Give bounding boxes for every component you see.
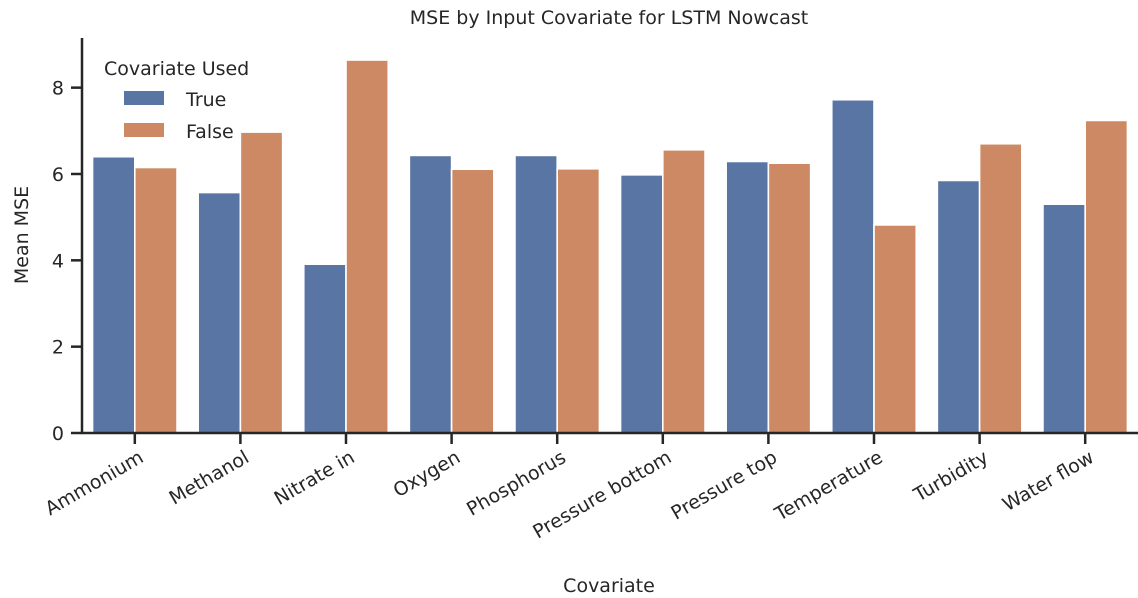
y-tick-label: 4 — [52, 250, 64, 272]
bar-false-water-flow — [1084, 119, 1129, 434]
x-tick-label: Oxygen — [390, 446, 464, 502]
bar-true-phosphorus — [514, 154, 559, 434]
bar-true-temperature — [830, 98, 875, 434]
x-tick-label: Water flow — [999, 446, 1098, 516]
bar-true-water-flow — [1042, 203, 1086, 434]
legend-swatch-true — [124, 91, 164, 105]
x-tick-label: Methanol — [166, 446, 253, 509]
bar-true-methanol — [197, 191, 242, 434]
bar-false-pressure-top — [767, 162, 812, 434]
y-tick-label: 6 — [52, 164, 64, 186]
bar-false-oxygen — [450, 168, 495, 434]
bar-false-ammonium — [134, 166, 178, 434]
y-axis: 0 2 4 6 8 — [52, 38, 84, 445]
bar-true-nitrate-in — [302, 263, 347, 434]
x-tick-label: Turbidity — [909, 446, 992, 507]
legend-swatch-false — [124, 123, 164, 137]
bar-false-phosphorus — [556, 168, 601, 434]
bar-false-temperature — [873, 224, 918, 434]
bar-true-ammonium — [91, 155, 136, 434]
bars-group — [91, 59, 1129, 434]
bar-true-pressure-top — [725, 160, 770, 434]
legend-label-false: False — [186, 121, 234, 143]
x-tick-label: Pressure top — [667, 446, 780, 524]
chart-title: MSE by Input Covariate for LSTM Nowcast — [410, 7, 808, 29]
y-axis-label: Mean MSE — [11, 186, 33, 284]
bar-false-nitrate-in — [345, 59, 390, 434]
x-tick-label: Ammonium — [41, 446, 147, 520]
y-tick-label: 2 — [52, 337, 64, 359]
legend-label-true: True — [185, 89, 226, 111]
bar-false-pressure-bottom — [661, 149, 706, 434]
x-axis-label: Covariate — [563, 575, 655, 597]
x-tick-label: Temperature — [770, 446, 886, 526]
bar-true-oxygen — [408, 154, 453, 434]
bar-true-turbidity — [936, 179, 981, 434]
x-tick-label: Nitrate in — [271, 446, 359, 510]
y-tick-label: 0 — [52, 423, 64, 445]
bar-false-methanol — [239, 131, 284, 434]
x-axis: Ammonium Methanol Nitrate in OxygenPhosphor… — [41, 431, 1138, 543]
y-tick-label: 8 — [52, 78, 64, 100]
legend-title: Covariate Used — [104, 58, 249, 80]
legend: Covariate Used True False — [104, 58, 249, 143]
bar-true-pressure-bottom — [619, 174, 664, 434]
bar-false-turbidity — [978, 142, 1023, 434]
